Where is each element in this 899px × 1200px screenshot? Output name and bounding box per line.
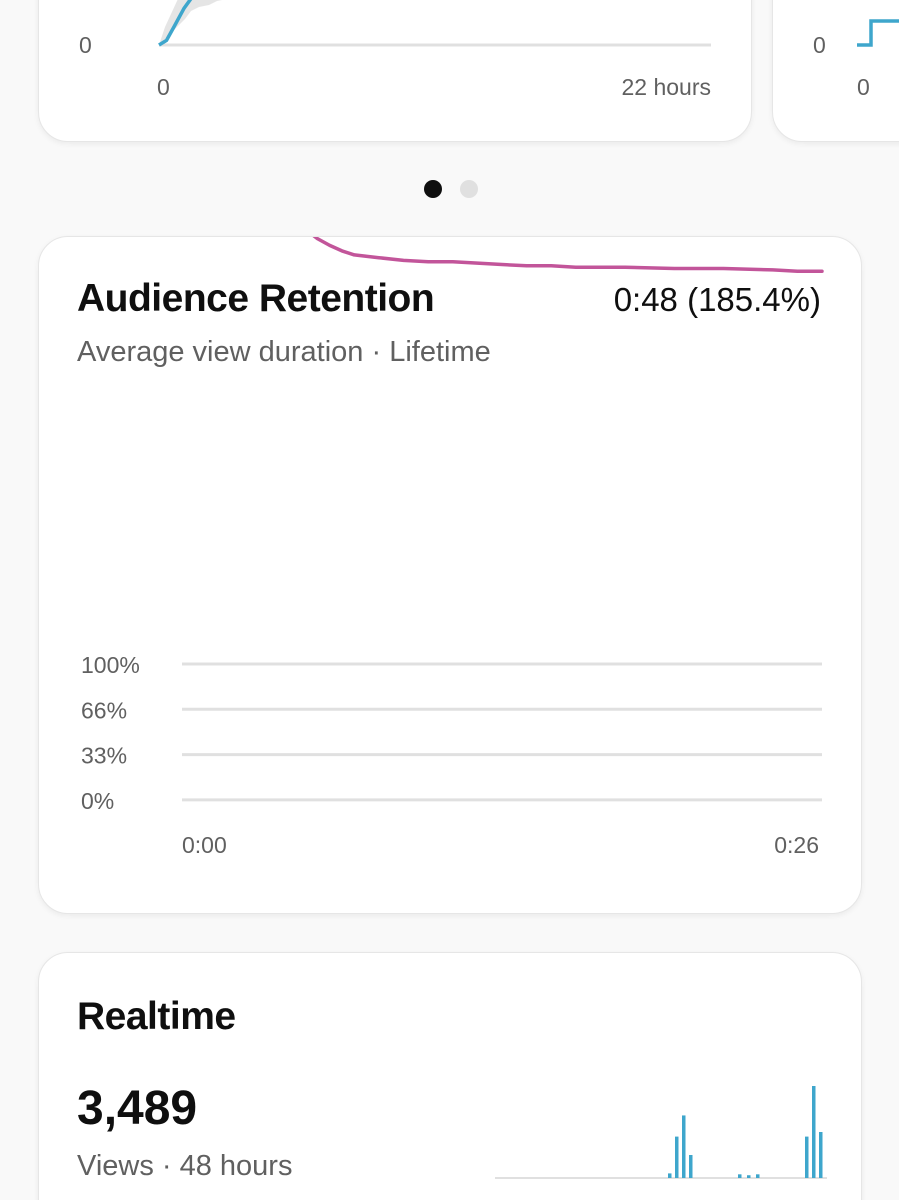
audience-retention-card[interactable]: Audience Retention 0:48 (185.4%) Average… <box>38 236 862 914</box>
secondary-x-start-label: 0 <box>857 74 870 100</box>
views-range-band <box>159 0 222 45</box>
realtime-card[interactable]: Realtime 3,489 Views · 48 hours <box>38 952 862 1200</box>
realtime-bar <box>738 1174 742 1178</box>
realtime-bar <box>675 1136 679 1178</box>
realtime-bar-chart <box>495 1086 827 1179</box>
retention-title: Audience Retention <box>77 277 435 320</box>
realtime-title: Realtime <box>77 995 236 1038</box>
retention-y-tick-label: 33% <box>81 743 127 769</box>
views-x-start-label: 0 <box>157 74 170 100</box>
realtime-bars-group <box>668 1086 823 1178</box>
secondary-series-line <box>857 19 899 47</box>
views-series-line <box>158 0 193 47</box>
realtime-bar <box>819 1132 823 1178</box>
retention-y-tick-label: 0% <box>81 788 114 814</box>
retention-gridlines <box>182 662 822 802</box>
realtime-bar <box>682 1115 686 1178</box>
realtime-bar <box>668 1173 672 1178</box>
retention-value: 0:48 (185.4%) <box>613 281 821 318</box>
retention-y-tick-label: 66% <box>81 697 127 723</box>
retention-subtitle: Average view duration · Lifetime <box>77 336 491 368</box>
realtime-bar <box>812 1086 816 1178</box>
views-area-chart: 0 0 22 hours <box>79 0 711 100</box>
retention-y-axis-labels: 100% 66% 33% 0% <box>81 652 140 814</box>
retention-series-line <box>312 237 824 273</box>
secondary-line-chart: 0 0 <box>813 19 899 100</box>
retention-line-chart: 100% 66% 33% 0% 0:00 0:26 <box>81 237 824 858</box>
secondary-chart-card[interactable]: 0 0 <box>772 0 899 142</box>
realtime-bar <box>747 1175 751 1178</box>
views-x-end-label: 22 hours <box>621 74 711 100</box>
views-y-label: 0 <box>79 32 92 58</box>
retention-x-start-label: 0:00 <box>182 832 227 858</box>
realtime-views-count: 3,489 <box>77 1082 198 1135</box>
pagination-dot-2[interactable] <box>460 180 478 198</box>
realtime-bar <box>805 1136 809 1178</box>
carousel-pagination <box>0 178 899 200</box>
realtime-bar <box>756 1174 760 1178</box>
secondary-y-label: 0 <box>813 32 826 58</box>
retention-y-tick-label: 100% <box>81 652 140 678</box>
views-band-group <box>159 0 222 45</box>
realtime-bar <box>689 1155 693 1178</box>
retention-x-end-label: 0:26 <box>774 832 819 858</box>
realtime-subtitle: Views · 48 hours <box>77 1150 293 1182</box>
pagination-dot-1[interactable] <box>424 180 442 198</box>
views-chart-card[interactable]: 0 0 22 hours <box>38 0 752 142</box>
